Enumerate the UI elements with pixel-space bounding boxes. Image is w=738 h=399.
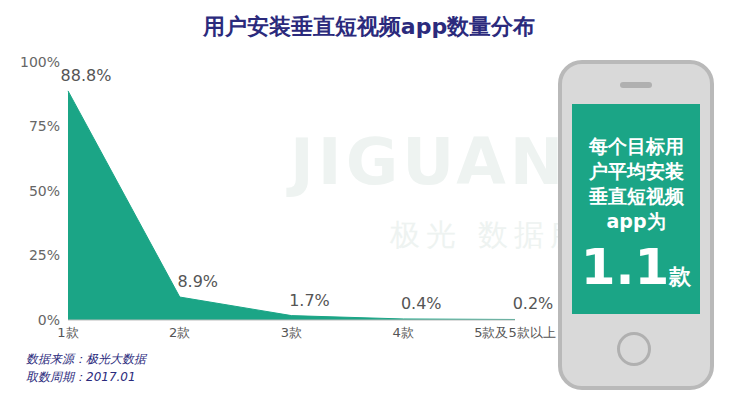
- html-text:垂直短视频: 垂直短视频: [588, 185, 684, 207]
- svg-text:1款: 1款: [57, 325, 78, 340]
- html-text:每个目标用: 每个目标用: [588, 135, 684, 157]
- svg-text:88.8%: 88.8%: [61, 66, 112, 85]
- svg-text:5款及5款以上: 5款及5款以上: [474, 325, 556, 340]
- html-text:数据来源：极光大数据: 数据来源：极光大数据: [26, 352, 146, 366]
- svg-text:0.4%: 0.4%: [401, 294, 442, 313]
- svg-text:0.2%: 0.2%: [513, 294, 554, 313]
- svg-text:8.9%: 8.9%: [177, 272, 218, 291]
- svg-text:25%: 25%: [29, 247, 60, 263]
- html-text:用户安装垂直短视频app数量分布: 用户安装垂直短视频app数量分布: [202, 14, 536, 39]
- html-text:app为: app为: [606, 210, 666, 232]
- html-text:JIGUANG: JIGUANG: [290, 125, 624, 199]
- svg-text:50%: 50%: [29, 183, 60, 199]
- svg-text:2款: 2款: [169, 325, 190, 340]
- html-text:极光 数据服务: 极光 数据服务: [390, 217, 622, 252]
- svg-text:100%: 100%: [20, 54, 60, 70]
- html-text:取数周期：2017.01: 取数周期：2017.01: [26, 370, 136, 384]
- html-text:1.1: 1.1: [580, 238, 670, 296]
- svg-text:75%: 75%: [29, 118, 60, 134]
- svg-text:1.7%: 1.7%: [289, 291, 330, 310]
- svg-text:3款: 3款: [281, 325, 302, 340]
- html-text:户平均安装: 户平均安装: [588, 160, 684, 182]
- html-text:款: 款: [669, 264, 692, 289]
- svg-text:0%: 0%: [38, 312, 60, 328]
- svg-text:4款: 4款: [393, 325, 414, 340]
